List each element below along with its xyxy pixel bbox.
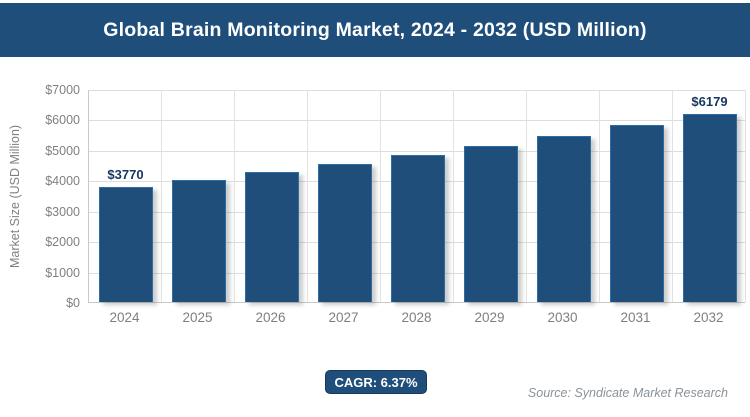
gridline-vertical bbox=[672, 90, 673, 302]
y-tick-label: $1000 bbox=[45, 265, 80, 280]
bar-2028 bbox=[390, 155, 445, 302]
x-tick-label: 2030 bbox=[547, 310, 578, 325]
gridline-horizontal bbox=[89, 150, 745, 152]
x-tick-label: 2032 bbox=[693, 310, 724, 325]
y-tick-label: $4000 bbox=[45, 174, 80, 189]
bar-2027 bbox=[317, 163, 372, 302]
gridline-vertical bbox=[380, 90, 381, 302]
title-banner: Global Brain Monitoring Market, 2024 - 2… bbox=[0, 3, 750, 57]
y-tick-label: $5000 bbox=[45, 143, 80, 158]
x-axis-tick-labels: 2024 2025 2026 2027 2028 2029 2030 2031 2032 bbox=[88, 310, 745, 330]
plot-area: $3770 $6179 bbox=[88, 90, 746, 303]
gridline-vertical bbox=[307, 90, 308, 302]
bar-2024 bbox=[98, 187, 153, 302]
gridline-vertical bbox=[526, 90, 527, 302]
bar-value-label: $6179 bbox=[691, 93, 728, 109]
gridline-vertical bbox=[599, 90, 600, 302]
bar-2032 bbox=[682, 113, 737, 302]
bar-2029 bbox=[463, 145, 518, 302]
cagr-badge: CAGR: 6.37% bbox=[325, 370, 427, 394]
y-tick-label: $6000 bbox=[45, 113, 80, 128]
gridline-vertical bbox=[234, 90, 235, 302]
bar-2025 bbox=[171, 179, 226, 302]
gridline-vertical bbox=[161, 90, 162, 302]
x-tick-label: 2028 bbox=[401, 310, 432, 325]
gridline-horizontal bbox=[89, 90, 745, 91]
bar-2031 bbox=[609, 125, 664, 302]
x-tick-label: 2027 bbox=[328, 310, 359, 325]
bar-2030 bbox=[536, 135, 591, 302]
y-tick-label: $3000 bbox=[45, 204, 80, 219]
x-tick-label: 2026 bbox=[255, 310, 286, 325]
gridline-horizontal bbox=[89, 120, 745, 122]
source-attribution: Source: Syndicate Market Research bbox=[527, 386, 728, 400]
y-tick-label: $2000 bbox=[45, 235, 80, 250]
y-tick-label: $0 bbox=[66, 296, 80, 310]
y-axis-tick-labels: $0 $1000 $2000 $3000 $4000 $5000 $6000 $7000 bbox=[0, 83, 80, 310]
bar-value-label: $3770 bbox=[107, 167, 144, 183]
x-tick-label: 2031 bbox=[620, 310, 651, 325]
x-tick-label: 2025 bbox=[182, 310, 213, 325]
bar-2026 bbox=[244, 172, 299, 302]
y-tick-label: $7000 bbox=[45, 83, 80, 97]
chart-title: Global Brain Monitoring Market, 2024 - 2… bbox=[103, 18, 647, 41]
x-tick-label: 2024 bbox=[109, 310, 140, 325]
cagr-badge-label: CAGR: 6.37% bbox=[334, 374, 418, 390]
gridline-vertical bbox=[745, 90, 746, 302]
gridline-vertical bbox=[453, 90, 454, 302]
x-tick-label: 2029 bbox=[474, 310, 505, 325]
